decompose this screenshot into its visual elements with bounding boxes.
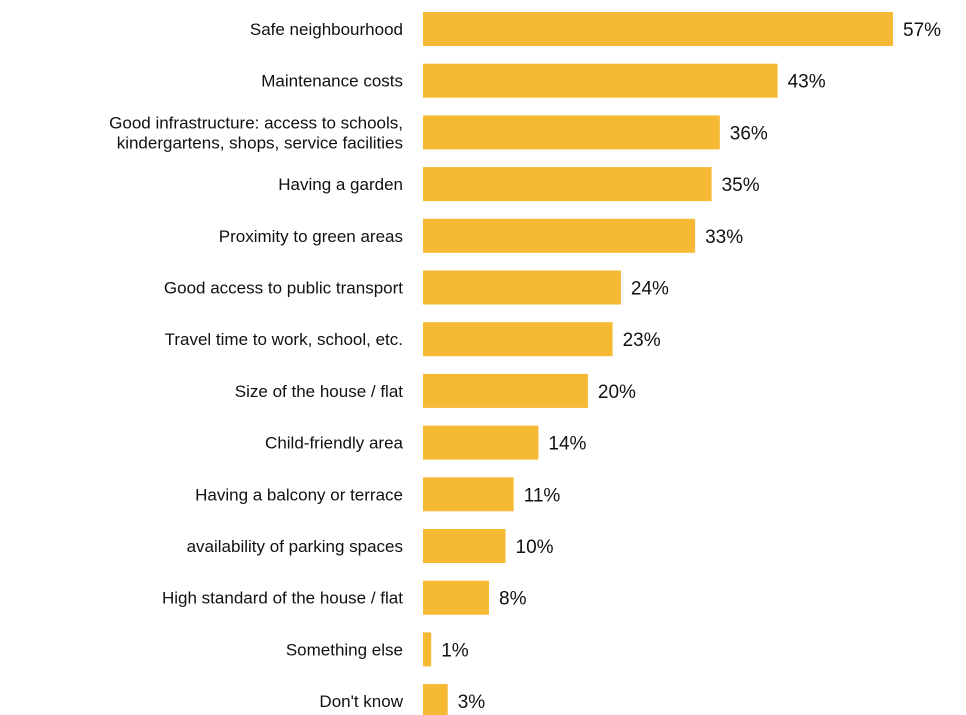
value-label: 35% — [722, 175, 760, 196]
value-label: 33% — [705, 227, 743, 248]
value-label: 14% — [548, 434, 586, 455]
value-label: 23% — [623, 330, 661, 351]
bar — [423, 167, 712, 202]
category-label: kindergartens, shops, service facilities — [117, 133, 403, 152]
value-label: 1% — [441, 640, 469, 661]
value-label: 36% — [730, 123, 768, 144]
category-label: availability of parking spaces — [187, 537, 403, 556]
category-label: High standard of the house / flat — [162, 589, 403, 608]
category-label: Having a balcony or terrace — [195, 485, 403, 504]
bar — [423, 373, 588, 408]
bar — [423, 684, 448, 715]
bars-group — [423, 12, 893, 715]
value-label: 57% — [903, 20, 941, 41]
category-label: Child-friendly area — [265, 434, 403, 453]
value-labels-group: 57% 43% 36% 35% 33% 24% 23% 20% 14% 11% 10% 8% 1% 3% — [441, 20, 941, 713]
category-label: Don't know — [319, 692, 403, 711]
value-label: 8% — [499, 589, 527, 610]
category-labels-group: Safe neighbourhood Maintenance costs Good … — [109, 20, 404, 711]
bar — [423, 322, 613, 357]
value-label: 24% — [631, 279, 669, 300]
bar — [423, 529, 506, 563]
value-label: 3% — [458, 692, 486, 713]
bar — [423, 218, 696, 253]
category-label: Travel time to work, school, etc. — [165, 330, 403, 349]
category-label: Something else — [286, 640, 403, 659]
category-label: Proximity to green areas — [219, 227, 403, 246]
value-label: 11% — [524, 485, 561, 506]
bar — [423, 270, 621, 305]
category-label: Having a garden — [278, 175, 403, 194]
category-label: Good infrastructure: access to schools, — [109, 113, 403, 132]
bar — [423, 12, 893, 46]
category-label: Size of the house / flat — [235, 382, 403, 401]
bar — [423, 425, 539, 460]
category-label: Safe neighbourhood — [250, 20, 403, 39]
value-label: 43% — [788, 72, 826, 93]
category-label: Good access to public transport — [164, 279, 403, 298]
bar — [423, 63, 778, 98]
value-label: 20% — [598, 382, 636, 403]
bar — [423, 632, 432, 667]
bar — [423, 580, 489, 615]
value-label: 10% — [516, 537, 554, 558]
bar — [423, 115, 720, 150]
category-label: Maintenance costs — [261, 72, 403, 91]
bar — [423, 477, 514, 512]
